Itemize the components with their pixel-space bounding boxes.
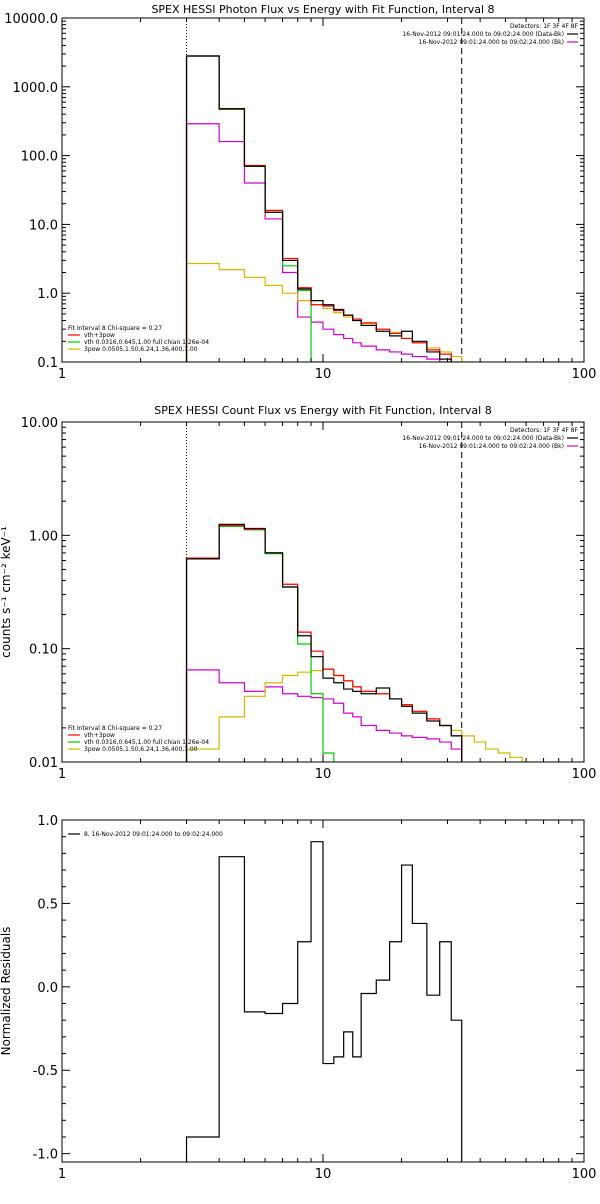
series-3pow: [185, 262, 475, 362]
legend-detectors: Detectors: 1F 3F 4F 8F: [510, 427, 579, 434]
y-tick-label: 0.5: [37, 897, 58, 912]
legend-left-item: vth+3pow: [84, 732, 115, 739]
y-tick-label: 1000.0: [13, 81, 59, 96]
series-vth-3pow: [185, 55, 462, 362]
y-axis-label: Normalized Residuals: [0, 927, 13, 1056]
legend-fit-header: Fit Interval 8 Chi-square = 0.27: [68, 725, 162, 732]
x-tick-label: 100: [572, 1167, 597, 1182]
plot-frame: [61, 17, 585, 363]
y-axis-label: counts s⁻¹ cm⁻² keV⁻¹: [0, 526, 13, 658]
series-8-16-nov-2012-09-01-24-000-to-09-02-24-000: [185, 841, 463, 1162]
x-tick-label: 10: [315, 367, 332, 382]
x-tick-label: 100: [572, 767, 597, 782]
data-layer: [185, 523, 536, 762]
y-tick-label: 10000.0: [4, 12, 58, 27]
y-tick-label: 0.0: [37, 981, 58, 996]
x-tick-label: 1: [58, 367, 66, 382]
y-tick-label: 0.01: [29, 756, 58, 771]
chart-title: SPEX HESSI Count Flux vs Energy with Fit…: [154, 404, 491, 417]
series-vth: [185, 525, 335, 762]
chart-title: SPEX HESSI Photon Flux vs Energy with Fi…: [151, 3, 494, 16]
y-tick-label: 0.1: [37, 356, 58, 371]
series-vth: [185, 55, 323, 362]
legend-detectors: Detectors: 1F 3F 4F 8F: [510, 23, 579, 30]
y-tick-label: 0.10: [29, 643, 58, 658]
chart-panel-1: SPEX HESSI Photon Flux vs Energy with Fi…: [4, 3, 596, 382]
data-layer: [185, 55, 475, 362]
legend-right-item: 16-Nov-2012 09:01:24.000 to 09:02:24.000…: [402, 435, 564, 442]
chart-panel-2: SPEX HESSI Count Flux vs Energy with Fit…: [0, 404, 596, 782]
legend-left-item: 8, 16-Nov-2012 09:01:24.000 to 09:02:24.…: [84, 831, 223, 838]
series-bkg: [185, 123, 452, 362]
series-bkg: [185, 669, 463, 762]
legend-left-item: vth 0.0316,0.645,1.00 full chian 1.26e-0…: [84, 739, 209, 746]
data-layer: [185, 841, 463, 1162]
legend-left-item: vth+3pow: [84, 332, 115, 339]
x-tick-label: 10: [315, 767, 332, 782]
chart-panel-3: Normalized Residuals 1 10 100 -1.0 -0.5 0.0 0.5…: [0, 814, 596, 1182]
legend-right-item: 16-Nov-2012 09:01:24.000 to 09:02:24.000…: [419, 39, 564, 46]
x-tick-label: 100: [572, 367, 597, 382]
legend-left-item: 3pow 0.0505,1.50,6.24,1.36,400,1.00: [84, 346, 198, 353]
series-vth-3pow: [185, 524, 463, 762]
legend-right-item: 16-Nov-2012 09:01:24.000 to 09:02:24.000…: [402, 31, 564, 38]
series-data: [185, 55, 452, 362]
x-tick-label: 1: [58, 1167, 66, 1182]
y-tick-label: 1.0: [37, 287, 58, 302]
y-tick-label: 1.00: [29, 529, 58, 544]
y-tick-label: -1.0: [33, 1148, 58, 1163]
y-tick-label: 10.00: [21, 416, 58, 431]
legend-right-item: 16-Nov-2012 09:01:24.000 to 09:02:24.000…: [419, 443, 564, 450]
legend-left-item: vth 0.0316,0.645,1.00 full chian 1.26e-0…: [84, 339, 209, 346]
x-tick-label: 10: [315, 1167, 332, 1182]
y-tick-label: 1.0: [37, 814, 58, 829]
y-tick-label: 100.0: [21, 150, 58, 165]
legend-left-item: 3pow 0.0505,1.50,6.24,1.36,400,1.00: [84, 746, 198, 753]
y-tick-label: -0.5: [33, 1064, 58, 1079]
y-tick-label: 10.0: [29, 218, 58, 233]
legend-fit-header: Fit Interval 8 Chi-square = 0.27: [68, 325, 162, 332]
series-data: [185, 523, 463, 762]
x-tick-label: 1: [58, 767, 66, 782]
